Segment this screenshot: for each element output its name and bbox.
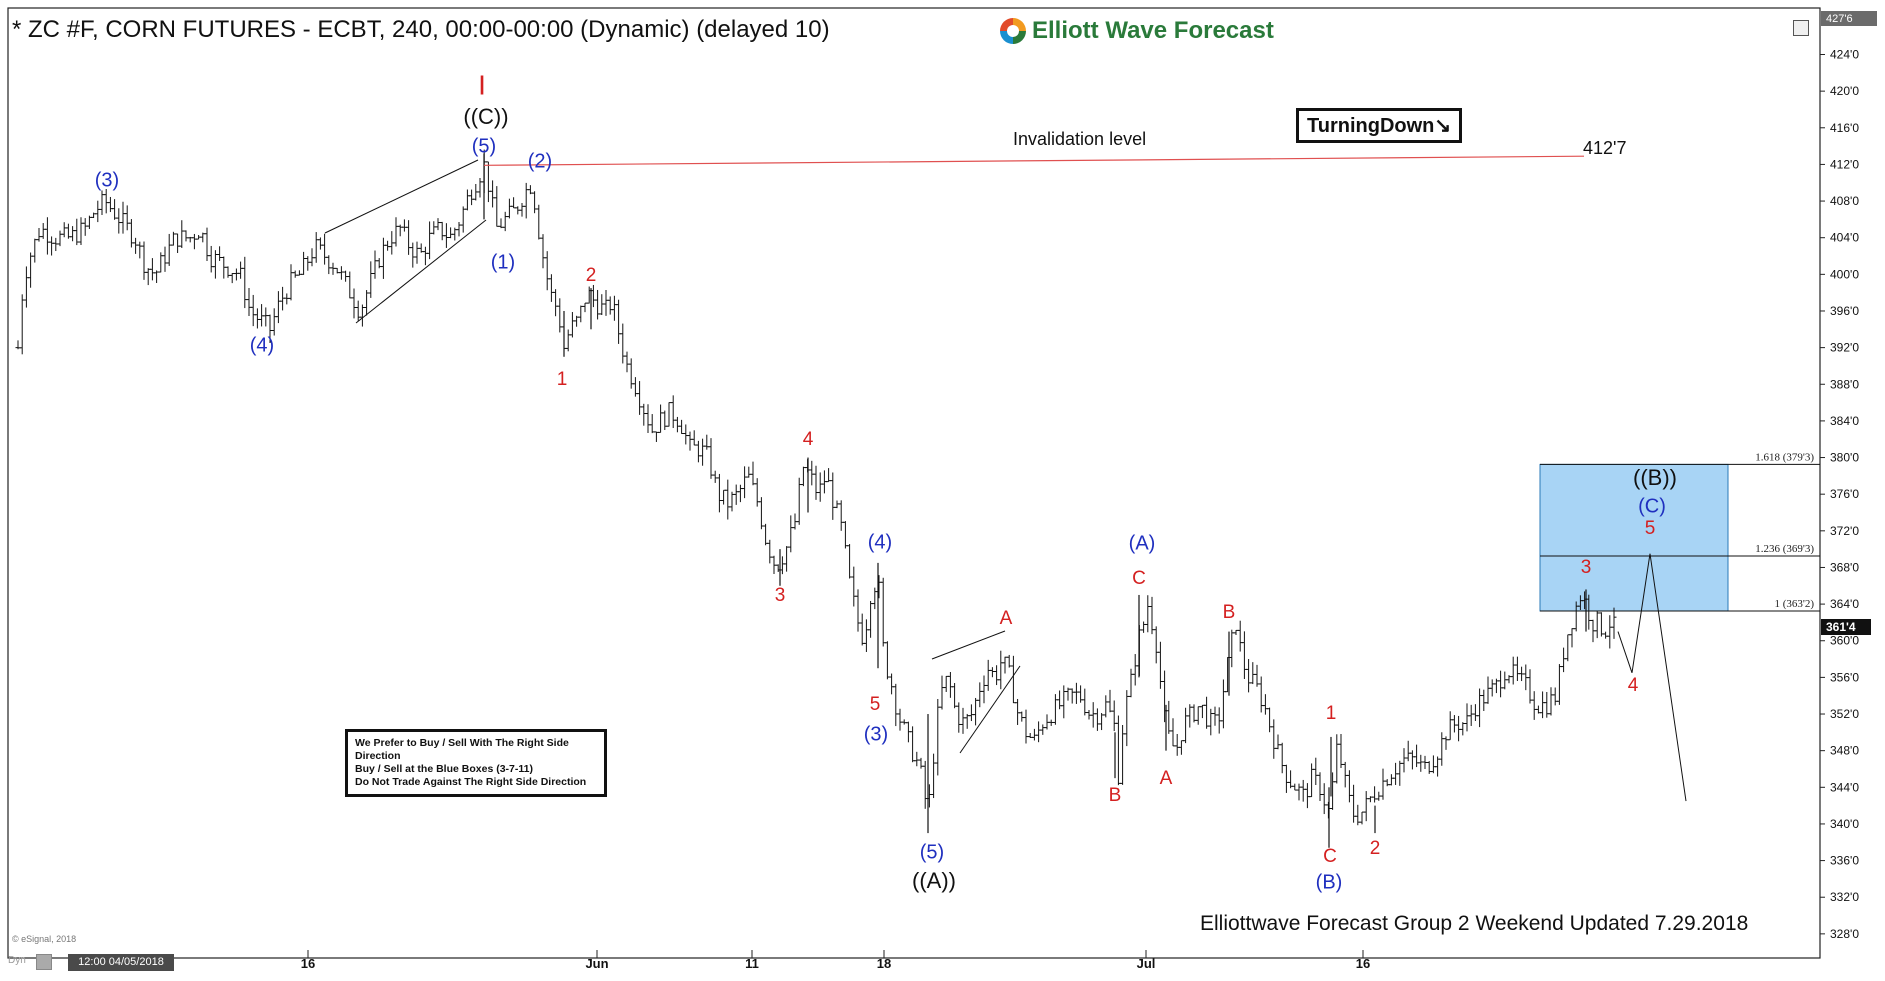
- dyn-label: Dyn: [8, 955, 26, 966]
- cursor-date-box: 12:00 04/05/2018: [68, 954, 174, 971]
- invalidation-line: [483, 155, 1585, 166]
- wave-label: C: [1323, 846, 1337, 867]
- esignal-credit: © eSignal, 2018: [12, 934, 77, 944]
- y-tick-label: 384'0: [1830, 414, 1859, 428]
- projection-path: [1617, 553, 1687, 802]
- x-tick-label: 16: [1356, 956, 1370, 971]
- y-tick-label: 364'0: [1830, 597, 1859, 611]
- wave-label: ((B)): [1633, 465, 1677, 490]
- brand-logo-icon: [1000, 18, 1026, 44]
- footer-update-text: Elliottwave Forecast Group 2 Weekend Upd…: [1200, 912, 1749, 935]
- y-tick-label: 396'0: [1830, 304, 1859, 318]
- y-tick-label: 352'0: [1830, 707, 1859, 721]
- trading-rule-3: Do Not Trade Against The Right Side Dire…: [355, 776, 587, 788]
- x-tick-label: 18: [877, 956, 891, 971]
- invalidation-value: 412'7: [1583, 138, 1626, 158]
- last-price-label: 361'4: [1826, 620, 1856, 634]
- wave-label: B: [1109, 785, 1122, 806]
- y-tick-label: 388'0: [1830, 377, 1859, 391]
- y-tick-label: 332'0: [1830, 890, 1859, 904]
- y-tick-label: 392'0: [1830, 341, 1859, 355]
- wave-label: (5): [920, 841, 944, 863]
- x-tick-label: Jul: [1137, 956, 1156, 971]
- wave-label: 3: [775, 585, 786, 606]
- y-tick-label: 340'0: [1830, 817, 1859, 831]
- y-tick-label: 372'0: [1830, 524, 1859, 538]
- wave-label: (C): [1638, 495, 1666, 517]
- wave-label: 4: [1628, 675, 1639, 696]
- x-tick-label: 11: [745, 956, 759, 971]
- wave-label: (A): [1129, 532, 1156, 554]
- turning-down-badge: TurningDown↘: [1296, 108, 1463, 143]
- wave-label: (1): [491, 251, 515, 273]
- wave-label: (3): [95, 169, 119, 191]
- brand-logo: Elliott Wave Forecast: [1000, 17, 1274, 45]
- top-price-box: [1821, 11, 1877, 26]
- wave-label: ((C)): [463, 104, 508, 129]
- wave-label: 5: [870, 694, 881, 715]
- fib-level-label: 1.618 (379'3): [1755, 451, 1814, 463]
- y-tick-label: 360'0: [1830, 634, 1859, 648]
- y-tick-label: 368'0: [1830, 560, 1859, 574]
- y-tick-label: 336'0: [1830, 854, 1859, 868]
- y-tick-label: 348'0: [1830, 744, 1859, 758]
- y-tick-label: 412'0: [1830, 157, 1859, 171]
- wave-label: (B): [1316, 871, 1343, 893]
- wave-label: (4): [868, 531, 892, 553]
- wave-label: (5): [472, 135, 496, 157]
- blue-box-zone: [1539, 463, 1729, 612]
- fib-level-label: 1.236 (369'3): [1755, 543, 1814, 555]
- y-tick-label: 408'0: [1830, 194, 1859, 208]
- wave-label: 2: [586, 265, 597, 286]
- diagonal-line: [931, 630, 1006, 660]
- brand-name: Elliott Wave Forecast: [1032, 17, 1274, 44]
- wave-label: 2: [1370, 838, 1381, 859]
- diagonal-line: [355, 219, 487, 324]
- wave-label: A: [1000, 608, 1013, 629]
- wave-label: (4): [250, 334, 274, 356]
- trading-rules-box: We Prefer to Buy / Sell With The Right S…: [345, 729, 607, 797]
- wave-label: I: [478, 69, 486, 100]
- wave-label: ((A)): [912, 868, 956, 893]
- wave-label: C: [1132, 568, 1146, 589]
- chart-title: * ZC #F, CORN FUTURES - ECBT, 240, 00:00…: [12, 16, 830, 43]
- diagonal-line: [959, 665, 1021, 754]
- y-tick-label: 356'0: [1830, 670, 1859, 684]
- top-price-label: 427'6: [1826, 13, 1853, 25]
- x-tick-label: 16: [301, 956, 315, 971]
- fib-level-label: 1 (363'2): [1774, 598, 1814, 610]
- y-tick-label: 328'0: [1830, 927, 1859, 941]
- wave-label: 1: [1326, 703, 1337, 724]
- wave-label: (3): [864, 723, 888, 745]
- y-tick-label: 344'0: [1830, 780, 1859, 794]
- y-tick-label: 416'0: [1830, 121, 1859, 135]
- window-restore-icon[interactable]: [1793, 20, 1809, 36]
- wave-label: 1: [557, 369, 568, 390]
- wave-label: B: [1223, 602, 1236, 623]
- y-tick-label: 420'0: [1830, 84, 1859, 98]
- wave-label: A: [1160, 768, 1173, 789]
- wave-label: 3: [1581, 557, 1592, 578]
- invalidation-label: Invalidation level: [1013, 129, 1146, 149]
- y-tick-label: 404'0: [1830, 231, 1859, 245]
- wave-label: 5: [1645, 518, 1656, 539]
- last-price-box: [1821, 619, 1871, 635]
- x-tick-label: Jun: [585, 956, 608, 971]
- wave-label: 4: [803, 429, 814, 450]
- y-tick-label: 424'0: [1830, 48, 1859, 62]
- y-tick-label: 400'0: [1830, 267, 1859, 281]
- trading-rule-2: Buy / Sell at the Blue Boxes (3-7-11): [355, 763, 533, 775]
- diagonal-line: [324, 159, 479, 234]
- y-tick-label: 380'0: [1830, 451, 1859, 465]
- y-tick-label: 376'0: [1830, 487, 1859, 501]
- wave-label: (2): [528, 150, 552, 172]
- trading-rule-1: We Prefer to Buy / Sell With The Right S…: [355, 737, 569, 762]
- dyn-toggle-icon[interactable]: [36, 954, 52, 970]
